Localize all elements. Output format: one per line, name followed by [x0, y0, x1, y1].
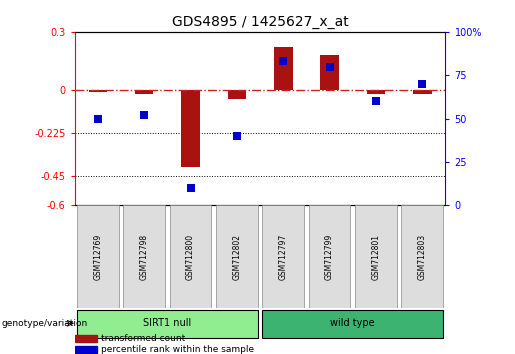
Bar: [228, 90, 246, 99]
Text: GSM712769: GSM712769: [93, 234, 102, 280]
Point: [186, 185, 195, 191]
Text: GSM712798: GSM712798: [140, 234, 149, 280]
Bar: [320, 55, 339, 90]
Bar: [135, 90, 153, 93]
Text: GSM712801: GSM712801: [371, 234, 381, 280]
Bar: [124, 205, 165, 308]
Bar: [262, 205, 304, 308]
Text: wild type: wild type: [331, 318, 375, 328]
Text: transformed count: transformed count: [100, 334, 185, 343]
Text: genotype/variation: genotype/variation: [1, 319, 87, 329]
Bar: [181, 90, 200, 167]
Bar: [367, 90, 385, 93]
Point: [140, 112, 148, 118]
Bar: [274, 47, 293, 90]
Point: [325, 64, 334, 69]
Text: GSM712799: GSM712799: [325, 234, 334, 280]
Bar: [169, 205, 211, 308]
Text: GSM712803: GSM712803: [418, 234, 427, 280]
Bar: [308, 205, 350, 308]
Point: [94, 116, 102, 121]
Point: [279, 58, 287, 64]
Bar: [77, 309, 258, 338]
Point: [372, 98, 380, 104]
Bar: [89, 90, 107, 92]
Point: [418, 81, 426, 87]
Bar: [75, 335, 97, 342]
Text: GSM712797: GSM712797: [279, 234, 288, 280]
Point: [233, 133, 241, 139]
Text: SIRT1 null: SIRT1 null: [143, 318, 192, 328]
Bar: [75, 346, 97, 353]
Text: percentile rank within the sample: percentile rank within the sample: [100, 345, 254, 354]
Bar: [77, 205, 118, 308]
Bar: [216, 205, 258, 308]
Text: GSM712802: GSM712802: [232, 234, 242, 280]
Bar: [413, 90, 432, 93]
Text: GSM712800: GSM712800: [186, 234, 195, 280]
Bar: [355, 205, 397, 308]
Title: GDS4895 / 1425627_x_at: GDS4895 / 1425627_x_at: [171, 16, 349, 29]
Bar: [262, 309, 443, 338]
Bar: [402, 205, 443, 308]
